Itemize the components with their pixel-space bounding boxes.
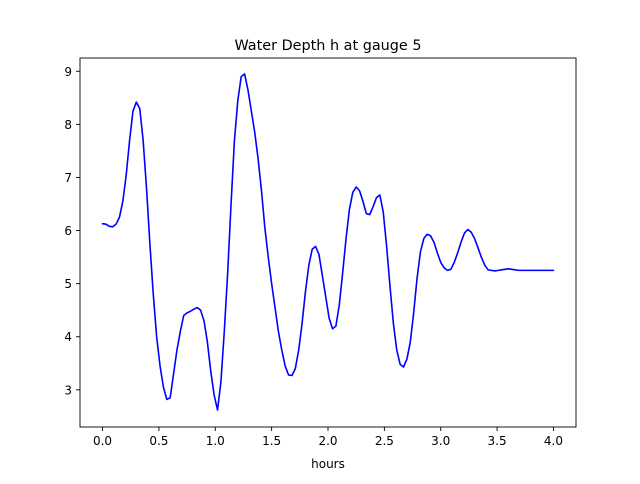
x-tick-label: 3.5 [488, 434, 507, 448]
y-tick-label: 6 [64, 224, 72, 238]
y-tick-label: 8 [64, 118, 72, 132]
x-tick-label: 1.0 [206, 434, 225, 448]
x-tick-label: 2.5 [375, 434, 394, 448]
x-tick-label: 0.5 [149, 434, 168, 448]
series-line-0 [101, 73, 555, 411]
y-tick-label: 3 [64, 383, 72, 397]
y-tick-label: 5 [64, 277, 72, 291]
plot-area: 0.0 0.5 1.0 1.5 2.0 2.5 3.0 3.5 4.0 3 4 5 6 7 8 9 [64, 57, 577, 448]
x-tick-label: 0.0 [93, 434, 112, 448]
x-axis-label: hours [311, 457, 345, 471]
x-tick-label: 2.0 [318, 434, 337, 448]
chart-title: Water Depth h at gauge 5 [234, 38, 421, 54]
y-tick-label: 7 [64, 171, 72, 185]
x-tick-label: 3.0 [431, 434, 450, 448]
y-tick-label: 9 [64, 65, 72, 79]
x-tick-label: 1.5 [262, 434, 281, 448]
y-tick-label: 4 [64, 330, 72, 344]
x-tick-label: 4.0 [544, 434, 563, 448]
